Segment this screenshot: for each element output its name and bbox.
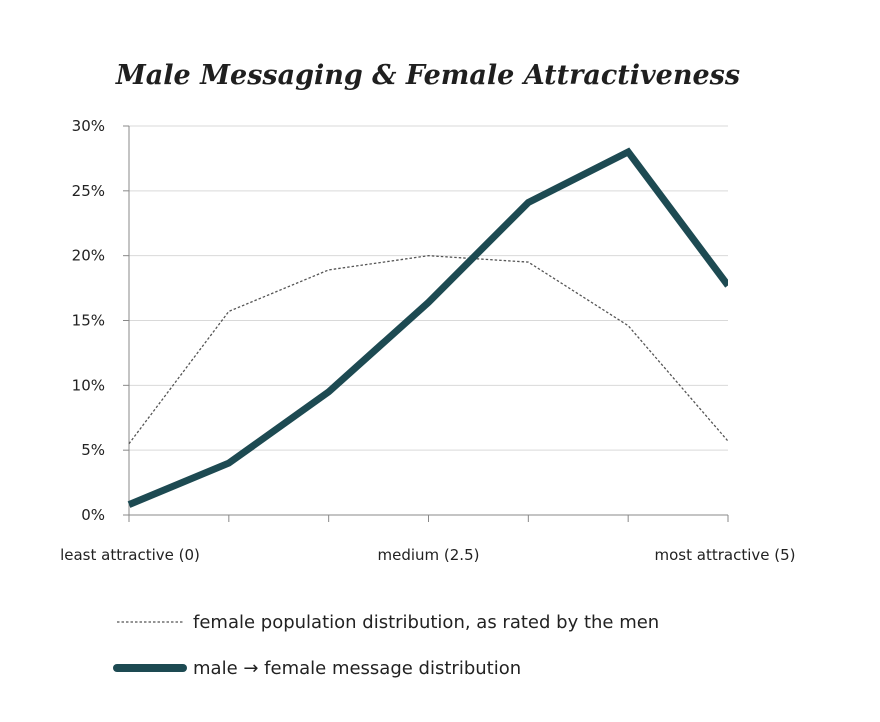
axes: 0% 5% 10% 15% 20% 25% 30% least attractive (0) m… — [60, 117, 795, 564]
y-tick-label: 10% — [72, 376, 105, 394]
series-line-female-population — [128, 255, 728, 445]
y-tick-label: 30% — [72, 117, 105, 135]
y-tick-label: 20% — [72, 247, 105, 265]
y-tick-label: 0% — [81, 506, 105, 524]
x-tick-label: most attractive (5) — [655, 546, 796, 564]
chart-title: Male Messaging & Female Attractiveness — [115, 60, 740, 91]
y-tick-label: 5% — [81, 441, 105, 459]
legend-label: female population distribution, as rated… — [193, 612, 659, 633]
legend: female population distribution, as rated… — [113, 612, 659, 679]
series — [127, 147, 728, 508]
gridlines — [129, 125, 728, 451]
x-tick-label: medium (2.5) — [378, 546, 480, 564]
y-tick-label: 15% — [72, 312, 105, 330]
legend-label: male → female message distribution — [193, 658, 521, 679]
y-tick-label: 25% — [72, 182, 105, 200]
series-line-male-messages — [127, 147, 728, 508]
x-tick-label: least attractive (0) — [60, 546, 200, 564]
